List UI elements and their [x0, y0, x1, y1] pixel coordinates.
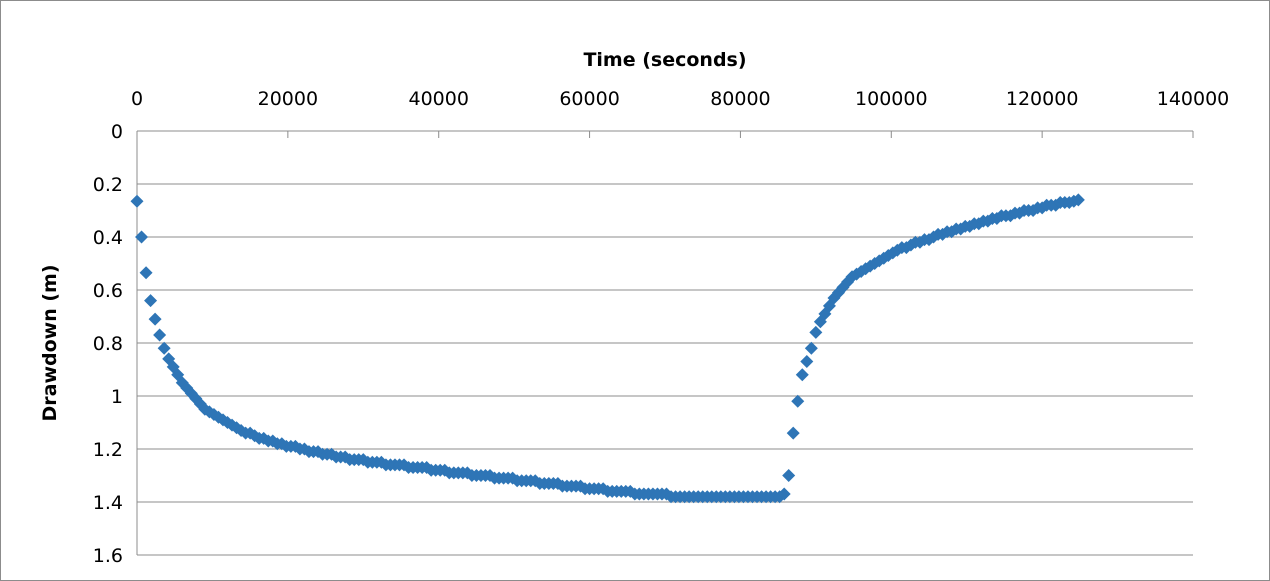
y-tick-label: 0.4	[93, 227, 123, 249]
gridlines	[137, 130, 1194, 556]
x-axis-title: Time (seconds)	[583, 49, 746, 71]
data-point	[800, 355, 814, 369]
x-tick-label: 120000	[1006, 88, 1079, 110]
y-tick-labels: 0 0.2 0.4 0.6 0.8 1 1.2 1.4 1.6	[93, 121, 123, 567]
x-tick-label: 20000	[258, 88, 318, 110]
data-point	[777, 487, 791, 501]
data-point	[1071, 193, 1085, 207]
data-point	[157, 341, 171, 355]
y-tick-label: 1.2	[93, 439, 123, 461]
x-tick-label: 40000	[408, 88, 468, 110]
data-point	[877, 251, 891, 265]
x-tick-label: 80000	[710, 88, 770, 110]
y-tick-label: 0.8	[93, 333, 123, 355]
data-point	[139, 266, 153, 280]
x-tick-label: 100000	[855, 88, 928, 110]
y-tick-label: 1	[111, 386, 123, 408]
data-point	[791, 394, 805, 408]
y-tick-label: 0.6	[93, 280, 123, 302]
data-point	[782, 469, 796, 482]
data-point	[130, 194, 144, 208]
y-tick-label: 0.2	[93, 174, 123, 196]
x-tick-label: 140000	[1157, 88, 1230, 110]
data-point	[148, 312, 162, 326]
data-point	[153, 328, 167, 342]
data-points	[130, 193, 1085, 504]
y-axis-title: Drawdown (m)	[39, 264, 61, 421]
data-point	[135, 230, 149, 244]
data-point	[786, 426, 800, 440]
y-tick-label: 0	[111, 121, 123, 143]
y-tick-label: 1.6	[93, 545, 123, 567]
x-tick-label: 0	[131, 88, 143, 110]
y-tick-label: 1.4	[93, 492, 123, 514]
x-tick-labels: 0 20000 40000 60000 80000 100000 120000 140000	[131, 88, 1229, 110]
x-tick-label: 60000	[559, 88, 619, 110]
data-point	[795, 368, 809, 382]
data-point	[144, 294, 158, 308]
data-point	[809, 325, 823, 339]
data-point	[804, 341, 818, 355]
